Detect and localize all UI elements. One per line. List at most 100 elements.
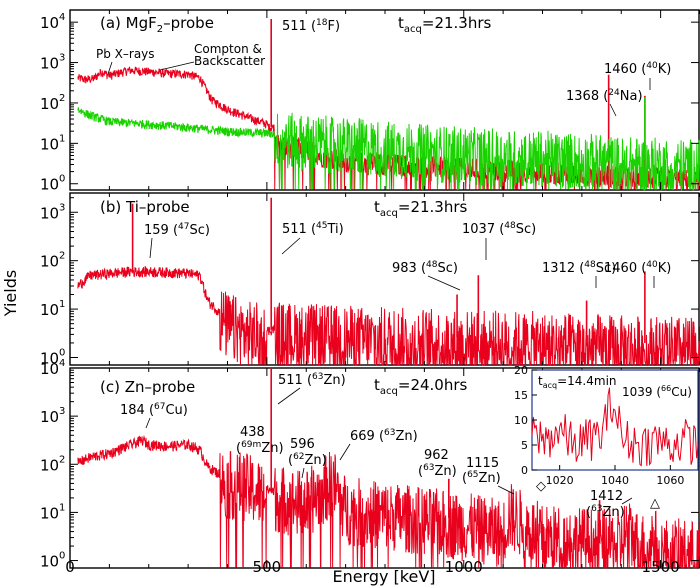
- y-axis-label: Yields: [1, 270, 20, 317]
- annot-a-compton: Compton &: [194, 42, 262, 56]
- annot-c-63zn-a: (63Zn): [418, 463, 457, 479]
- leader-b-511: [281, 237, 301, 255]
- inset-trace: [531, 387, 699, 467]
- leader-b-159: [149, 237, 153, 259]
- annot-b-1037: 1037 (48Sc): [462, 221, 536, 237]
- annot-c-diamond-marker: ◇: [536, 479, 546, 494]
- annot-a-backscatter: Backscatter: [194, 54, 265, 68]
- ytick-exp-p2-0: 0: [59, 551, 65, 562]
- spectrum-trace-p1-s0: [77, 266, 700, 366]
- leader-a-compton: [159, 61, 195, 71]
- annot-b-1312: 1312 (48Sc): [542, 260, 616, 276]
- annot-c-511: 511 (63Zn): [278, 372, 346, 388]
- inset-tacq: tacq=14.4min: [538, 374, 617, 390]
- annot-c-triangle-marker: △: [650, 496, 660, 511]
- annot-c-62zn: (62Zn): [288, 452, 327, 468]
- inset-peak-label: 1039 (66Cu): [622, 384, 692, 399]
- inset-ytick-label-2: 10: [514, 414, 528, 427]
- leader-c-1115: [497, 485, 515, 495]
- annot-b-1460: 1460 (40K): [604, 260, 671, 276]
- ytick-label-p2-3: 10: [40, 408, 59, 426]
- ytick-label-p1-3: 10: [40, 204, 59, 222]
- panel-c-tacq: tacq=24.0hrs: [374, 376, 468, 397]
- leader-a-1368: [609, 103, 617, 117]
- inset-xtick-label-2: 1060: [656, 474, 684, 487]
- panel-c-label: (c) Zn–probe: [100, 378, 195, 396]
- ytick-exp-p1-1: 1: [59, 299, 65, 310]
- inset-ytick-label-3: 15: [514, 389, 528, 402]
- leader-c-184: [145, 417, 151, 429]
- annot-a-1460: 1460 (40K): [604, 61, 671, 77]
- leader-c-669: [339, 443, 351, 461]
- x-axis-label: Energy [keV]: [332, 567, 435, 586]
- ytick-label-p0-0: 10: [40, 176, 59, 194]
- panel-a-tacq: tacq=21.3hrs: [398, 14, 492, 35]
- inset-xtick-label-1: 1040: [601, 474, 629, 487]
- leader-c-1412: [621, 497, 633, 505]
- annot-b-983: 983 (48Sc): [392, 260, 458, 276]
- ytick-label-p2-1: 10: [40, 504, 59, 522]
- spectrum-trace-p2-s0: [77, 434, 700, 569]
- ytick-exp-p2-2: 2: [59, 454, 65, 465]
- panel-b-tacq: tacq=21.3hrs: [374, 198, 468, 219]
- inset-xtick-label-0: 1020: [546, 474, 574, 487]
- annot-c-1115: 1115: [466, 456, 499, 471]
- ytick-exp-p2-3: 3: [59, 406, 65, 417]
- ytick-label-p2-4: 10: [40, 360, 59, 378]
- annot-b-511: 511 (45Ti): [282, 221, 344, 237]
- ytick-label-p2-2: 10: [40, 456, 59, 474]
- xtick-label-3: 1500: [642, 558, 680, 576]
- annot-c-69mzn: (69mZn): [236, 440, 284, 456]
- panel-a-label: (a) MgF2–probe: [100, 14, 214, 35]
- ytick-exp-p0-2: 2: [59, 93, 65, 104]
- ytick-label-p2-0: 10: [40, 553, 59, 571]
- annot-c-63zn-b: (63Zn): [586, 504, 625, 520]
- panel-a-texts: (a) MgF2–probe tacq=21.3hrs 511 (18F) Pb…: [96, 14, 671, 117]
- ytick-exp-p0-4: 4: [59, 12, 65, 23]
- xtick-label-0: 0: [65, 558, 75, 576]
- inset-ytick-label-4: 20: [514, 364, 528, 377]
- axes: 10 010 110 210 310 410 010 110 210 310 010 110 210 31…: [40, 9, 700, 576]
- ytick-exp-p1-3: 3: [59, 202, 65, 213]
- spectrum-trace-p0-s1: [77, 107, 700, 192]
- ytick-exp-p1-0: 0: [59, 348, 65, 359]
- ytick-label-p0-4: 10: [40, 14, 59, 32]
- xtick-label-1: 500: [253, 558, 282, 576]
- inset-plot: 0 5 10 15 20 1020 1040 1060 tacq=14.4min 1039 (66…: [514, 364, 699, 487]
- ytick-label-p0-2: 10: [40, 95, 59, 113]
- panel-b-texts: (b) Ti–probe tacq=21.3hrs 159 (47Sc) 511…: [100, 198, 671, 291]
- ytick-exp-p2-4: 4: [59, 358, 65, 369]
- ytick-label-p1-1: 10: [40, 301, 59, 319]
- leader-c-511: [277, 387, 301, 405]
- spectrum-trace-p0-s0: [77, 66, 700, 191]
- annot-c-596: 596: [290, 437, 315, 452]
- inset-ytick-label-0: 0: [521, 464, 528, 477]
- annot-c-1412: 1412: [590, 489, 623, 504]
- panel-c-texts: (c) Zn–probe tacq=24.0hrs 511 (63Zn) 184…: [100, 372, 660, 520]
- ytick-label-p0-1: 10: [40, 135, 59, 153]
- ytick-label-p1-0: 10: [40, 350, 59, 368]
- ytick-exp-p1-2: 2: [59, 251, 65, 262]
- leader-c-596: [301, 467, 305, 479]
- spectra: [77, 18, 700, 569]
- annot-a-1368: 1368 (24Na): [566, 88, 643, 104]
- ytick-label-p1-2: 10: [40, 253, 59, 271]
- leader-b-983: [427, 275, 461, 291]
- ytick-exp-p0-1: 1: [59, 133, 65, 144]
- xtick-label-2: 1000: [445, 558, 483, 576]
- ytick-exp-p0-0: 0: [59, 174, 65, 185]
- ytick-label-p0-3: 10: [40, 55, 59, 73]
- annot-c-962: 962: [424, 448, 449, 463]
- annot-c-65zn: (65Zn): [462, 470, 501, 486]
- annot-c-669: 669 (63Zn): [350, 428, 418, 444]
- ytick-exp-p2-1: 1: [59, 502, 65, 513]
- annot-c-184: 184 (67Cu): [120, 402, 188, 418]
- annot-c-438: 438: [240, 425, 265, 440]
- annot-b-159: 159 (47Sc): [144, 222, 210, 238]
- leader-a-pb: [107, 61, 113, 75]
- annot-a-pb-xrays: Pb X–rays: [96, 47, 155, 61]
- annot-a-511: 511 (18F): [282, 18, 340, 34]
- inset-ytick-label-1: 5: [521, 439, 528, 452]
- panel-b-label: (b) Ti–probe: [100, 198, 190, 216]
